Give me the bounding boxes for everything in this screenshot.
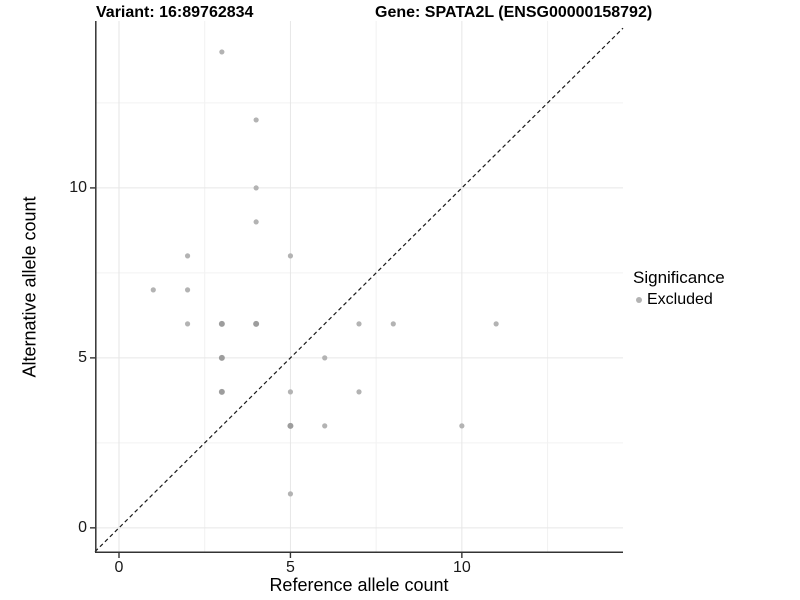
x-tick-label: 5 bbox=[285, 559, 295, 576]
y-tick-label: 10 bbox=[69, 178, 87, 196]
x-axis-title: Reference allele count bbox=[269, 575, 449, 595]
gene-title: Gene: SPATA2L (ENSG00000158792) bbox=[375, 4, 653, 21]
legend-title: Significance bbox=[633, 268, 725, 287]
plot-svg bbox=[90, 21, 624, 558]
x-tick-label: 0 bbox=[114, 559, 124, 576]
y-axis-title: Alternative allele count bbox=[19, 196, 40, 378]
plot-panel bbox=[90, 21, 624, 558]
excluded-point-icon bbox=[636, 297, 642, 303]
legend-item-label: Excluded bbox=[647, 291, 713, 308]
y-tick-label: 5 bbox=[78, 348, 87, 366]
variant-title: Variant: 16:89762834 bbox=[96, 4, 254, 21]
legend-item-excluded: Excluded bbox=[633, 291, 798, 309]
y-tick-label: 0 bbox=[78, 518, 87, 536]
x-tick-label: 10 bbox=[452, 559, 471, 576]
legend: Significance Excluded bbox=[633, 268, 798, 309]
